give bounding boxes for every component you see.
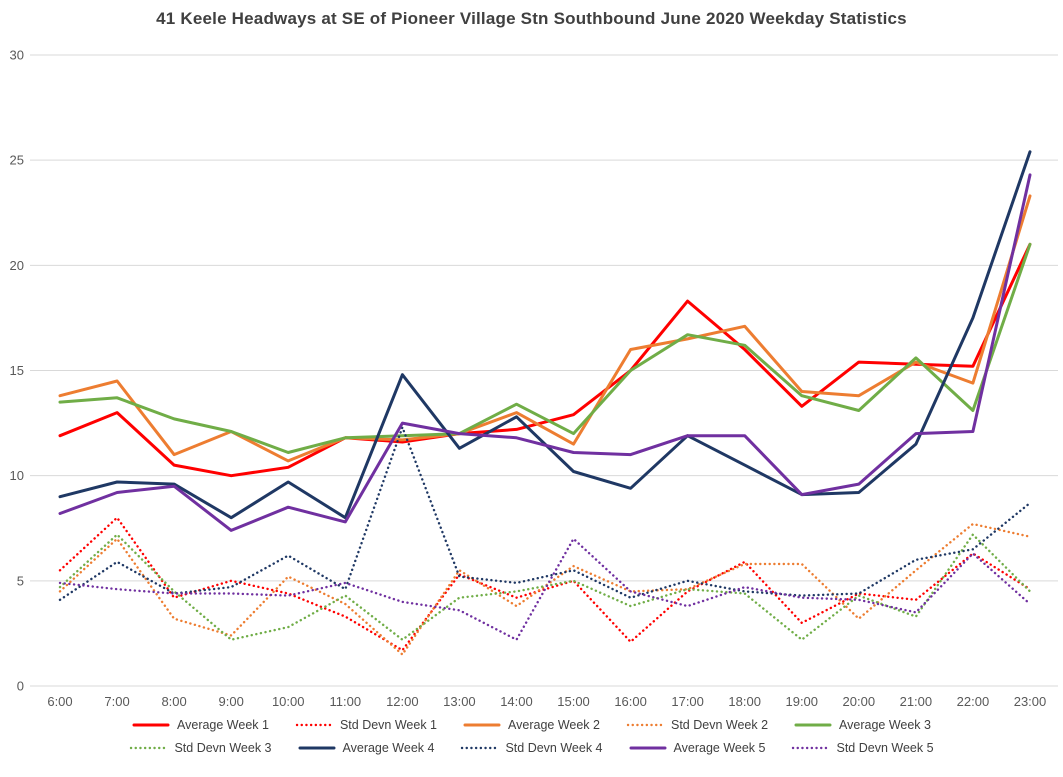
legend-label-average-week-4: Average Week 4 xyxy=(342,741,435,755)
x-axis-tick-label: 9:00 xyxy=(219,694,244,709)
legend-label-std-devn-week-4: Std Devn Week 4 xyxy=(505,741,603,755)
legend-label-std-devn-week-2: Std Devn Week 2 xyxy=(670,718,769,732)
legend-line-sample-std-devn-week-5 xyxy=(792,746,829,750)
legend-line-sample-std-devn-week-4 xyxy=(461,746,498,750)
legend-item-std-devn-week-1: Std Devn Week 1 xyxy=(295,718,437,732)
x-axis-tick-label: 14:00 xyxy=(500,694,533,709)
x-axis-tick-label: 20:00 xyxy=(843,694,876,709)
legend-item-average-week-4: Average Week 4 xyxy=(298,741,435,755)
x-axis-tick-label: 10:00 xyxy=(272,694,305,709)
legend-item-average-week-1: Average Week 1 xyxy=(132,718,269,732)
legend-label-std-devn-week-5: Std Devn Week 5 xyxy=(836,741,934,755)
y-axis-tick-label: 5 xyxy=(17,573,24,588)
legend-label-average-week-2: Average Week 2 xyxy=(508,718,600,732)
x-axis-tick-label: 16:00 xyxy=(614,694,647,709)
legend-row-1: Average Week 1 Std Devn Week 1 Average Wee… xyxy=(132,718,931,732)
legend-line-sample-average-week-1 xyxy=(132,723,170,727)
series-line-std-devn-week-5 xyxy=(58,537,1032,641)
series-line-average-week-5 xyxy=(58,173,1032,532)
series-line-std-devn-week-4 xyxy=(58,426,1032,601)
legend-line-sample-std-devn-week-3 xyxy=(130,746,167,750)
y-axis-tick-label: 15 xyxy=(10,363,24,378)
x-axis-tick-label: 21:00 xyxy=(900,694,933,709)
series-line-average-week-1 xyxy=(58,242,1032,478)
x-axis-tick-label: 19:00 xyxy=(785,694,818,709)
legend-label-average-week-3: Average Week 3 xyxy=(839,718,931,732)
y-axis-tick-label: 30 xyxy=(10,48,24,63)
y-axis-tick-label: 10 xyxy=(10,468,24,483)
x-axis-tick-label: 15:00 xyxy=(557,694,590,709)
legend-item-average-week-3: Average Week 3 xyxy=(794,718,931,732)
legend-label-std-devn-week-3: Std Devn Week 3 xyxy=(174,741,272,755)
x-axis-tick-label: 7:00 xyxy=(104,694,129,709)
y-axis-tick-label: 25 xyxy=(10,153,24,168)
legend-label-average-week-5: Average Week 5 xyxy=(673,741,766,755)
legend-row-2: Std Devn Week 3 Average Week 4 Std Devn We… xyxy=(129,741,934,755)
x-axis-tick-label: 11:00 xyxy=(330,694,362,709)
x-axis-tick-label: 17:00 xyxy=(671,694,704,709)
x-axis-tick-label: 23:00 xyxy=(1014,694,1047,709)
legend-item-average-week-2: Average Week 2 xyxy=(463,718,600,732)
legend-label-std-devn-week-1: Std Devn Week 1 xyxy=(339,718,438,732)
legend-item-std-devn-week-5: Std Devn Week 5 xyxy=(791,741,934,755)
legend-item-std-devn-week-2: Std Devn Week 2 xyxy=(626,718,768,732)
series-line-average-week-3 xyxy=(58,242,1032,454)
chart-legend: Average Week 1 Std Devn Week 1 Average Wee… xyxy=(0,712,1063,755)
legend-line-sample-average-week-5 xyxy=(629,746,667,750)
chart-title: 41 Keele Headways at SE of Pioneer Villa… xyxy=(156,9,907,28)
legend-label-average-week-1: Average Week 1 xyxy=(177,718,269,732)
x-axis-tick-label: 8:00 xyxy=(161,694,186,709)
x-axis-tick-label: 18:00 xyxy=(728,694,761,709)
legend-item-std-devn-week-4: Std Devn Week 4 xyxy=(460,741,603,755)
x-axis-tick-label: 12:00 xyxy=(386,694,419,709)
legend-item-std-devn-week-3: Std Devn Week 3 xyxy=(129,741,272,755)
legend-item-average-week-5: Average Week 5 xyxy=(629,741,766,755)
legend-line-sample-std-devn-week-2 xyxy=(626,723,664,727)
y-axis-tick-label: 0 xyxy=(17,679,24,694)
x-axis-tick-label: 6:00 xyxy=(47,694,72,709)
series-line-std-devn-week-3 xyxy=(58,533,1032,641)
legend-line-sample-average-week-2 xyxy=(463,723,501,727)
legend-line-sample-average-week-4 xyxy=(298,746,335,750)
x-axis-tick-label: 13:00 xyxy=(443,694,476,709)
y-axis-tick-label: 20 xyxy=(10,258,24,273)
legend-line-sample-std-devn-week-1 xyxy=(295,723,333,727)
plot-area: 0 5 10 15 20 25 30 6:00 7:00 8:00 9:00 10:00 11:00 12… xyxy=(10,48,1058,709)
legend-line-sample-average-week-3 xyxy=(794,723,832,727)
series-line-average-week-2 xyxy=(58,194,1032,463)
series-line-std-devn-week-1 xyxy=(58,516,1032,652)
x-axis-tick-label: 22:00 xyxy=(957,694,990,709)
